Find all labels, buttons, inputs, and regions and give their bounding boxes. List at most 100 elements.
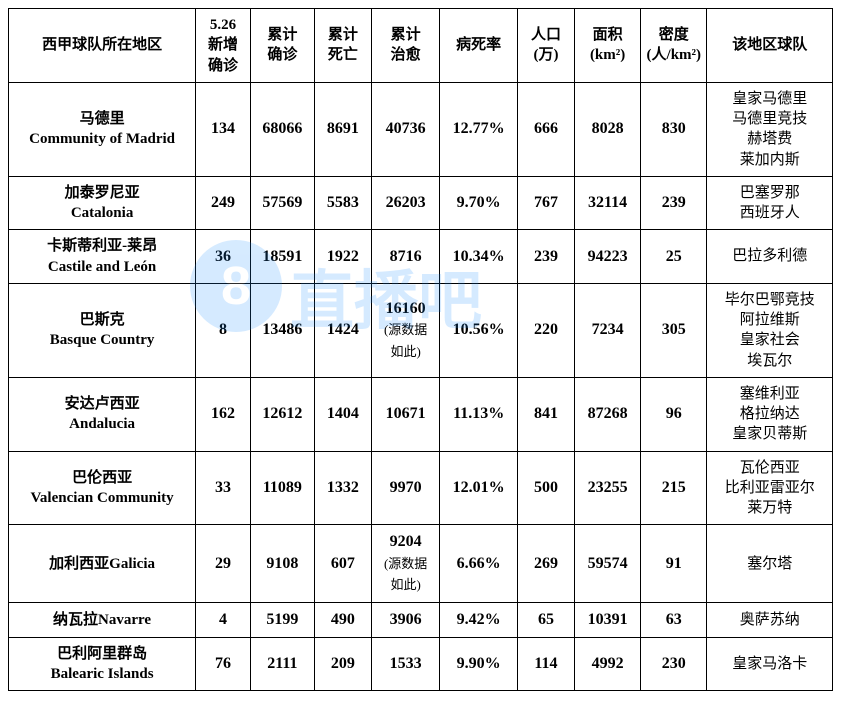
cell-density: 239 [641,176,707,230]
cell-teams: 塞维利亚格拉纳达皇家贝蒂斯 [707,377,833,451]
header-death: 累计死亡 [314,9,371,83]
cell-new: 249 [196,176,251,230]
cell-density: 91 [641,525,707,603]
table-row: 加利西亚Galicia2991086079204(源数据如此)6.66%2695… [9,525,833,603]
cell-conf: 12612 [250,377,314,451]
header-density: 密度(人/km²) [641,9,707,83]
header-teams: 该地区球队 [707,9,833,83]
cell-death: 607 [314,525,371,603]
header-conf: 累计确诊 [250,9,314,83]
cell-area: 8028 [575,82,641,176]
table-row: 巴斯克Basque Country813486142416160(源数据如此)1… [9,283,833,377]
cell-area: 4992 [575,637,641,691]
cell-rate: 9.70% [440,176,518,230]
cell-death: 209 [314,637,371,691]
cell-region: 卡斯蒂利亚-莱昂Castile and León [9,230,196,284]
cell-teams: 奥萨苏纳 [707,603,833,638]
table-row: 安达卢西亚Andalucia1621261214041067111.13%841… [9,377,833,451]
cell-area: 7234 [575,283,641,377]
cell-area: 87268 [575,377,641,451]
cell-density: 830 [641,82,707,176]
cell-death: 1404 [314,377,371,451]
cell-teams: 皇家马德里马德里竞技赫塔费莱加内斯 [707,82,833,176]
cell-rate: 11.13% [440,377,518,451]
cell-region: 巴斯克Basque Country [9,283,196,377]
cell-cured: 10671 [371,377,439,451]
cell-rate: 12.01% [440,451,518,525]
cell-area: 23255 [575,451,641,525]
cell-rate: 10.34% [440,230,518,284]
cell-teams: 巴拉多利德 [707,230,833,284]
cell-density: 96 [641,377,707,451]
cell-new: 134 [196,82,251,176]
cell-cured: 26203 [371,176,439,230]
cell-region: 安达卢西亚Andalucia [9,377,196,451]
cell-death: 1424 [314,283,371,377]
cell-region: 马德里Community of Madrid [9,82,196,176]
cell-conf: 68066 [250,82,314,176]
cell-conf: 5199 [250,603,314,638]
cell-conf: 2111 [250,637,314,691]
cell-conf: 9108 [250,525,314,603]
cell-teams: 瓦伦西亚比利亚雷亚尔莱万特 [707,451,833,525]
cell-region: 加泰罗尼亚Catalonia [9,176,196,230]
cell-cured: 16160(源数据如此) [371,283,439,377]
cell-rate: 6.66% [440,525,518,603]
cell-teams: 毕尔巴鄂竞技阿拉维斯皇家社会埃瓦尔 [707,283,833,377]
cell-region: 加利西亚Galicia [9,525,196,603]
cell-density: 305 [641,283,707,377]
cell-conf: 18591 [250,230,314,284]
cell-cured: 40736 [371,82,439,176]
cell-density: 25 [641,230,707,284]
cell-new: 162 [196,377,251,451]
cell-new: 8 [196,283,251,377]
cell-rate: 9.42% [440,603,518,638]
header-rate: 病死率 [440,9,518,83]
cell-new: 29 [196,525,251,603]
cell-region: 巴伦西亚Valencian Community [9,451,196,525]
cell-area: 32114 [575,176,641,230]
cell-conf: 13486 [250,283,314,377]
cell-density: 215 [641,451,707,525]
cell-region: 巴利阿里群岛Balearic Islands [9,637,196,691]
cell-cured: 9204(源数据如此) [371,525,439,603]
cell-pop: 269 [517,525,574,603]
cell-rate: 9.90% [440,637,518,691]
table-row: 纳瓦拉Navarre4519949039069.42%651039163奥萨苏纳 [9,603,833,638]
table-row: 卡斯蒂利亚-莱昂Castile and León3618591192287161… [9,230,833,284]
cell-death: 8691 [314,82,371,176]
cell-pop: 841 [517,377,574,451]
cell-pop: 500 [517,451,574,525]
cell-death: 490 [314,603,371,638]
cell-death: 5583 [314,176,371,230]
cell-rate: 12.77% [440,82,518,176]
table-row: 巴利阿里群岛Balearic Islands76211120915339.90%… [9,637,833,691]
cell-new: 36 [196,230,251,284]
cell-cured: 3906 [371,603,439,638]
cell-death: 1922 [314,230,371,284]
cell-pop: 239 [517,230,574,284]
cell-teams: 巴塞罗那西班牙人 [707,176,833,230]
header-pop: 人口(万) [517,9,574,83]
cell-area: 94223 [575,230,641,284]
cell-cured: 1533 [371,637,439,691]
cell-new: 4 [196,603,251,638]
cell-pop: 666 [517,82,574,176]
cell-density: 230 [641,637,707,691]
cell-teams: 皇家马洛卡 [707,637,833,691]
cell-new: 33 [196,451,251,525]
header-region: 西甲球队所在地区 [9,9,196,83]
cell-cured: 8716 [371,230,439,284]
header-cured: 累计治愈 [371,9,439,83]
cell-conf: 11089 [250,451,314,525]
cell-new: 76 [196,637,251,691]
header-new: 5.26新增确诊 [196,9,251,83]
cell-region: 纳瓦拉Navarre [9,603,196,638]
cell-rate: 10.56% [440,283,518,377]
cell-area: 59574 [575,525,641,603]
covid-table: 西甲球队所在地区 5.26新增确诊 累计确诊 累计死亡 累计治愈 病死率 人口(… [8,8,833,691]
header-row: 西甲球队所在地区 5.26新增确诊 累计确诊 累计死亡 累计治愈 病死率 人口(… [9,9,833,83]
table-row: 马德里Community of Madrid134680668691407361… [9,82,833,176]
cell-conf: 57569 [250,176,314,230]
cell-pop: 114 [517,637,574,691]
